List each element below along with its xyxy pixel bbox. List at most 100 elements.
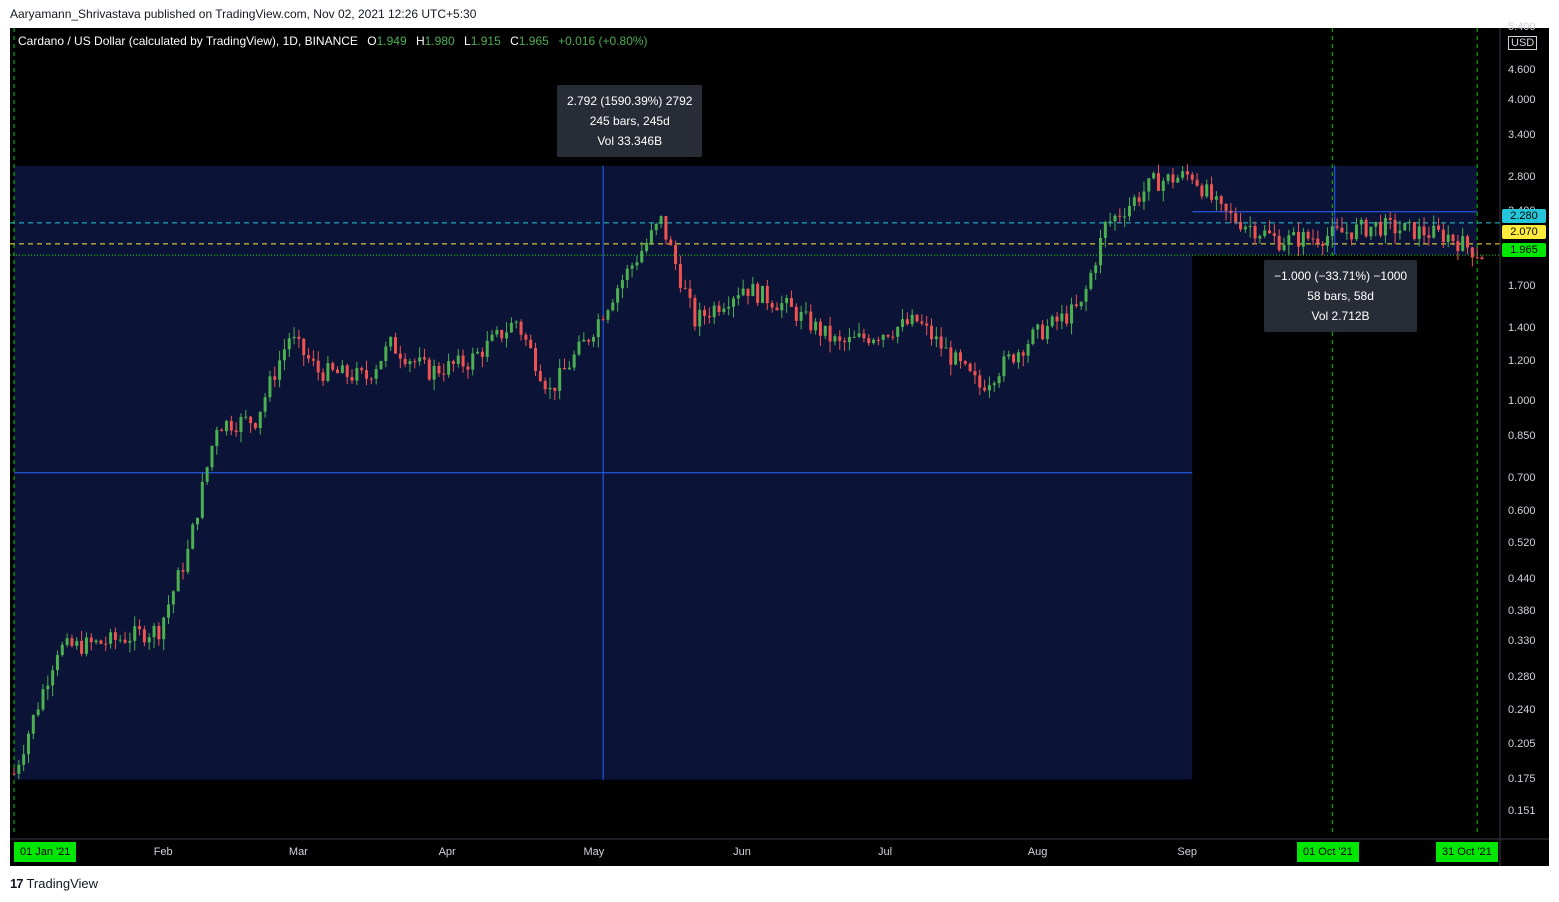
candle-body bbox=[220, 429, 224, 432]
candle-body bbox=[1239, 221, 1243, 230]
price-tick: 0.151 bbox=[1508, 804, 1536, 817]
date-tag-oct31: 31 Oct '21 bbox=[1436, 842, 1498, 862]
candle-body bbox=[789, 298, 793, 307]
candle-body bbox=[365, 370, 369, 379]
price-tick: 0.330 bbox=[1508, 635, 1536, 648]
candle-body bbox=[70, 638, 74, 646]
candle-body bbox=[1113, 215, 1117, 222]
price-tick: 0.520 bbox=[1508, 536, 1536, 549]
candle-body bbox=[698, 309, 702, 327]
candle-body bbox=[84, 637, 88, 654]
candle-body bbox=[210, 445, 214, 468]
footer-bar bbox=[0, 866, 1559, 902]
candle-body bbox=[282, 349, 286, 361]
candle-body bbox=[833, 336, 837, 342]
candle-body bbox=[133, 626, 137, 641]
candle-body bbox=[495, 330, 499, 335]
month-label: Apr bbox=[438, 846, 456, 858]
candle-body bbox=[466, 366, 470, 370]
price-tick: 0.600 bbox=[1508, 505, 1536, 518]
candle-body bbox=[577, 341, 581, 355]
candle-body bbox=[408, 361, 412, 365]
measure-tooltip-2: −1.000 (−33.71%) −1000 58 bars, 58d Vol … bbox=[1264, 260, 1418, 332]
candle-body bbox=[591, 337, 595, 342]
candle-body bbox=[1461, 236, 1465, 251]
candle-body bbox=[200, 481, 204, 518]
candle-body bbox=[36, 709, 40, 716]
candle-body bbox=[534, 347, 538, 372]
candle-body bbox=[26, 733, 30, 755]
candle-body bbox=[239, 416, 243, 432]
candle-body bbox=[717, 305, 721, 312]
candle-body bbox=[746, 288, 750, 297]
candle-body bbox=[1374, 221, 1378, 227]
symbol-title[interactable]: Cardano / US Dollar (calculated by Tradi… bbox=[18, 34, 358, 48]
candle-body bbox=[442, 373, 446, 375]
candle-body bbox=[756, 283, 760, 303]
candle-body bbox=[287, 338, 291, 350]
candle-body bbox=[997, 376, 1001, 384]
candle-body bbox=[345, 365, 349, 377]
candle-body bbox=[316, 360, 320, 373]
candle-body bbox=[1432, 225, 1436, 238]
candle-body bbox=[1456, 241, 1460, 251]
candle-body bbox=[1045, 326, 1049, 340]
candle-body bbox=[413, 361, 417, 363]
measure2-volume: Vol 2.712B bbox=[1311, 309, 1370, 323]
candle-body bbox=[302, 338, 306, 356]
chart-canvas[interactable] bbox=[10, 28, 1549, 866]
candle-body bbox=[389, 337, 393, 347]
candle-body bbox=[307, 355, 311, 359]
measure2-bars: 58 bars, 58d bbox=[1307, 289, 1374, 303]
close-label: C bbox=[510, 34, 519, 48]
candle-body bbox=[818, 321, 822, 336]
candle-body bbox=[654, 223, 658, 231]
candle-body bbox=[1147, 178, 1151, 192]
candle-body bbox=[1084, 288, 1088, 302]
date-tag-oct1: 01 Oct '21 bbox=[1297, 842, 1359, 862]
candle-body bbox=[1417, 226, 1421, 239]
candle-body bbox=[1205, 184, 1209, 197]
candle-body bbox=[843, 340, 847, 343]
candle-body bbox=[567, 367, 571, 370]
candle-body bbox=[910, 314, 914, 325]
candle-body bbox=[794, 306, 798, 321]
month-label: Feb bbox=[153, 846, 173, 858]
candle-body bbox=[138, 626, 142, 630]
candle-body bbox=[258, 411, 262, 429]
candle-body bbox=[1234, 213, 1238, 222]
candle-body bbox=[1263, 230, 1267, 237]
candle-body bbox=[1253, 225, 1257, 239]
candle-body bbox=[55, 654, 59, 671]
candle-body bbox=[1345, 232, 1349, 234]
candle-body bbox=[572, 354, 576, 368]
candle-body bbox=[765, 285, 769, 304]
low-value: 1.915 bbox=[470, 34, 501, 48]
candle-body bbox=[321, 372, 325, 381]
candle-body bbox=[490, 334, 494, 341]
candle-body bbox=[31, 715, 35, 734]
candle-body bbox=[741, 288, 745, 296]
candle-body bbox=[123, 639, 127, 643]
candle-body bbox=[1292, 231, 1296, 236]
candle-body bbox=[17, 764, 21, 774]
candle-body bbox=[968, 363, 972, 372]
price-tick: 2.800 bbox=[1508, 171, 1536, 184]
tradingview-logo[interactable]: 17 TradingView bbox=[10, 876, 98, 891]
candle-body bbox=[186, 548, 190, 572]
candle-body bbox=[509, 322, 513, 333]
candle-body bbox=[954, 352, 958, 365]
candle-body bbox=[384, 346, 388, 362]
candle-body bbox=[1470, 247, 1474, 258]
candle-body bbox=[1079, 301, 1083, 307]
candle-body bbox=[1321, 243, 1325, 246]
candle-body bbox=[128, 640, 132, 643]
candle-body bbox=[505, 332, 509, 339]
candle-body bbox=[944, 347, 948, 349]
candle-body bbox=[1287, 235, 1291, 246]
candle-body bbox=[664, 216, 668, 240]
candle-body bbox=[398, 353, 402, 359]
close-value: 1.965 bbox=[518, 34, 549, 48]
currency-label[interactable]: USD bbox=[1508, 36, 1538, 50]
candle-body bbox=[596, 319, 600, 338]
